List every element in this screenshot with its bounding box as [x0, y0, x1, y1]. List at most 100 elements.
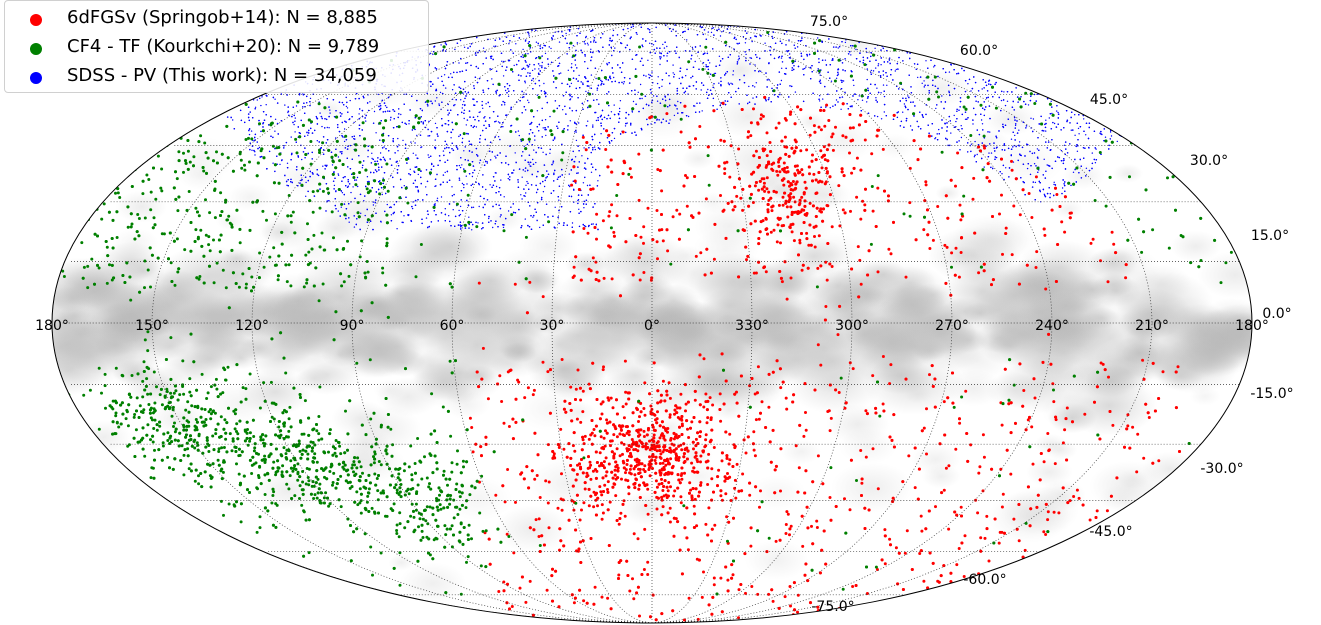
sdss-point-206 [254, 106, 257, 109]
sdss-point-1550 [785, 23, 787, 24]
sdss-point-1119 [1097, 68, 1099, 70]
sdss-point-878 [1020, 80, 1022, 82]
sdss-point-351 [494, 155, 496, 157]
sdss-point-645 [549, 152, 551, 154]
sdss-point-2028 [228, 94, 230, 96]
sdss-point-41 [501, 60, 503, 62]
sdss-point-844 [902, 35, 904, 37]
sdss-point-612 [431, 24, 433, 26]
sdss-point-2776 [776, 23, 778, 24]
sdss-point-732 [497, 121, 500, 123]
sdss-point-475 [882, 74, 885, 76]
sdss-point-4508 [970, 60, 972, 63]
sdss-point-615 [1093, 84, 1095, 86]
sdss-point-903 [647, 59, 649, 61]
dust-blob-338 [670, 245, 703, 265]
sdss-point-527 [416, 134, 418, 137]
sdss-point-1116 [671, 21, 672, 22]
sdss-point-812 [875, 97, 877, 99]
sdss-point-455 [265, 104, 267, 106]
sdss-point-781 [595, 77, 597, 80]
sdss-point-753 [1049, 193, 1052, 195]
sdss-point-916 [389, 119, 392, 121]
sdss-point-661 [837, 47, 839, 49]
sdss-point-413 [349, 99, 351, 102]
sdss-point-2937 [984, 38, 987, 40]
sdss-point-763 [1143, 82, 1146, 85]
sdss-point-537 [964, 118, 967, 121]
sdss-point-874 [568, 173, 570, 175]
sdss-point-730 [1122, 31, 1124, 33]
sdss-point-1078 [1128, 118, 1130, 120]
sdss-point-262 [432, 34, 434, 36]
dust-blob-456 [112, 228, 159, 258]
sdss-point-105 [578, 74, 580, 77]
sdss-point-2381 [1059, 76, 1061, 78]
dust-blob-327 [335, 247, 409, 294]
sdss-point-514 [459, 39, 462, 42]
sdss-point-329 [955, 61, 958, 63]
sdss-point-836 [626, 122, 628, 124]
sdss-point-487 [286, 162, 289, 164]
sdss-point-4260 [932, 21, 933, 22]
sdss-point-1166 [1081, 23, 1083, 25]
dust-blob-409 [529, 353, 601, 399]
sdss-point-388 [577, 172, 579, 174]
sdss-point-3343 [1101, 27, 1104, 29]
sdss-point-101 [258, 146, 261, 149]
dust-blob-385 [1053, 199, 1083, 219]
sdss-point-179 [356, 176, 359, 179]
sdss-point-647 [448, 215, 450, 217]
sdss-point-366 [319, 112, 321, 114]
sdss-point-4040 [1067, 64, 1069, 67]
sdss-point-315 [1095, 148, 1097, 150]
sdss-point-3 [1137, 93, 1139, 95]
sdss-point-3424 [224, 109, 226, 111]
sdss-point-2223 [1071, 36, 1073, 38]
sdss-point-465 [495, 120, 497, 122]
sdss-point-158 [352, 186, 354, 188]
sdss-point-708 [560, 72, 562, 74]
sdss-point-1034 [888, 35, 891, 38]
sdss-point-3402 [1070, 99, 1072, 101]
sdss-point-2810 [1002, 36, 1005, 38]
dust-blob-475 [737, 368, 786, 398]
sdss-point-2650 [864, 34, 866, 37]
dust-blob-432 [261, 221, 296, 243]
sdss-point-3274 [1141, 57, 1143, 59]
sdss-point-2546 [918, 45, 920, 47]
galactic-dust-background [52, 29, 1252, 605]
sdss-point-688 [1125, 85, 1127, 88]
sdss-point-671 [1021, 76, 1023, 79]
sdss-point-1314 [972, 33, 974, 35]
sdss-point-3693 [1081, 45, 1083, 48]
sdss-point-381 [842, 80, 845, 82]
dust-blob-459 [203, 322, 269, 363]
sdss-point-98 [461, 137, 464, 140]
sdss-point-229 [639, 83, 642, 86]
dust-blob-360 [988, 138, 1064, 186]
sdss-point-3740 [1114, 25, 1116, 27]
sdss-point-1562 [974, 61, 976, 64]
sdss-point-1302 [1038, 64, 1041, 67]
sdss-point-2992 [1077, 33, 1079, 36]
sdss-point-3617 [1134, 96, 1136, 98]
sdss-point-3941 [1121, 40, 1124, 42]
sdss-point-904 [485, 188, 487, 191]
sdss-point-870 [459, 213, 462, 216]
sdss-point-2047 [1018, 60, 1021, 62]
sdss-point-38 [484, 116, 486, 118]
sdss-point-2346 [1085, 39, 1088, 42]
sdss-point-19 [525, 192, 527, 194]
sdss-point-560 [1045, 119, 1047, 121]
sdss-point-1080 [524, 26, 527, 28]
sdss-point-190 [379, 152, 382, 154]
sdss-point-2191 [1068, 53, 1071, 56]
sdss-point-833 [1013, 72, 1016, 75]
sdss-point-1094 [1144, 70, 1146, 73]
sdss-point-107 [926, 20, 927, 21]
dust-blob-447 [1098, 484, 1144, 513]
sdss-point-287 [534, 139, 536, 141]
dust-blob-380 [178, 161, 224, 190]
sdss-point-1376 [934, 42, 936, 44]
